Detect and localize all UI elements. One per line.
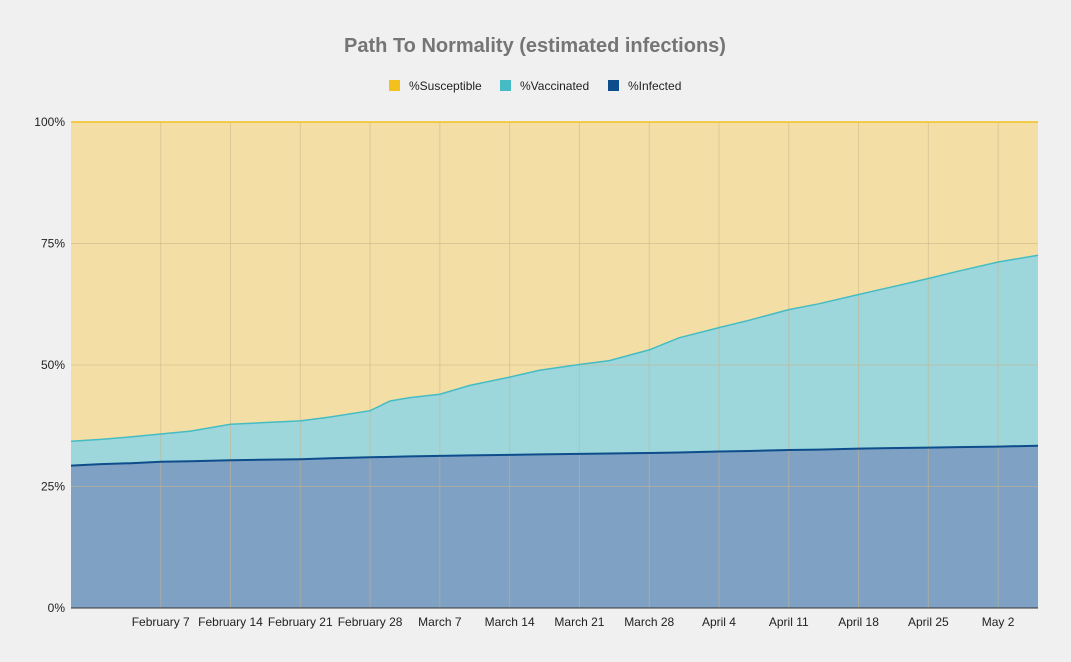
area-susceptible — [71, 122, 1038, 442]
x-tick-label: April 4 — [702, 615, 736, 629]
area-vaccinated — [71, 255, 1038, 466]
x-tick-label: April 18 — [838, 615, 879, 629]
x-tick-label: February 21 — [268, 615, 333, 629]
y-tick-label: 75% — [41, 237, 65, 251]
y-tick-label: 25% — [41, 480, 65, 494]
legend-swatch-susceptible — [389, 80, 400, 91]
legend-label-vaccinated: %Vaccinated — [520, 79, 589, 93]
chart-title: Path To Normality (estimated infections) — [344, 35, 726, 57]
y-tick-label: 0% — [48, 601, 66, 615]
x-tick-label: February 28 — [338, 615, 403, 629]
x-tick-label: May 2 — [982, 615, 1015, 629]
x-tick-label: February 14 — [198, 615, 263, 629]
x-tick-label: April 25 — [908, 615, 949, 629]
line-vaccinated — [70, 254, 1039, 443]
legend-label-susceptible: %Susceptible — [409, 79, 482, 93]
x-tick-label: March 28 — [624, 615, 674, 629]
x-tick-label: March 14 — [485, 615, 535, 629]
x-axis-ticks: February 7 February 14 February 21 Febru… — [132, 615, 1015, 629]
line-infected — [70, 444, 1039, 467]
x-tick-label: March 7 — [418, 615, 462, 629]
legend: %Susceptible %Vaccinated %Infected — [389, 79, 681, 93]
legend-swatch-infected — [608, 80, 619, 91]
y-axis-ticks: 0% 25% 50% 75% 100% — [34, 115, 65, 615]
legend-swatch-vaccinated — [500, 80, 511, 91]
legend-label-infected: %Infected — [628, 79, 681, 93]
x-tick-label: March 21 — [554, 615, 604, 629]
x-tick-label: April 11 — [769, 615, 809, 629]
area-infected — [71, 445, 1038, 608]
series-lines — [70, 121, 1039, 609]
y-tick-label: 100% — [34, 115, 65, 129]
y-tick-label: 50% — [41, 358, 65, 372]
x-tick-label: February 7 — [132, 615, 190, 629]
